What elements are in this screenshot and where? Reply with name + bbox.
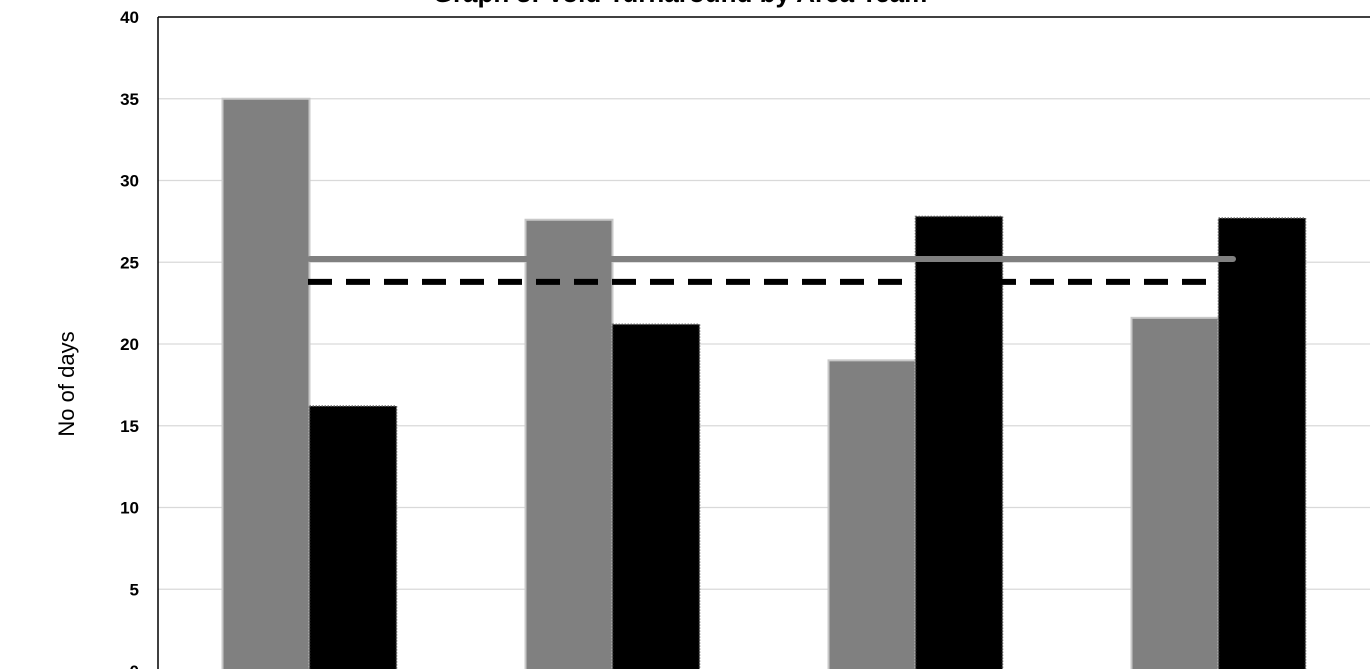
bar-series-2-category-2 — [611, 323, 701, 669]
y-tick-label: 10 — [120, 499, 139, 518]
bar-series-1-category-3 — [827, 359, 917, 669]
bar-series-1-category-1 — [221, 97, 311, 669]
y-tick-label: 30 — [120, 172, 139, 191]
y-tick-label: 15 — [120, 417, 139, 436]
bar-series-2-category-3 — [914, 215, 1004, 669]
reference-lines — [307, 255, 1236, 285]
y-tick-label: 40 — [120, 8, 139, 27]
y-tick-label: 35 — [120, 90, 139, 109]
y-tick-label: 25 — [120, 253, 139, 272]
y-tick-label: 20 — [120, 335, 139, 354]
bar-series-2-category-4 — [1217, 217, 1307, 669]
bar-series-1-category-2 — [524, 218, 614, 669]
bar-series-1-category-4 — [1130, 316, 1220, 669]
chart-title: Graph 3: Void Turnaround by Area Team — [433, 0, 928, 8]
y-axis-title: No of days — [54, 331, 79, 436]
bar-series-2-category-1 — [308, 405, 398, 669]
y-axis-ticks: 0 5 10 15 20 25 30 35 40 — [120, 8, 139, 669]
y-tick-label: 5 — [130, 580, 139, 599]
bars — [221, 97, 1307, 669]
y-tick-label: 0 — [130, 662, 139, 669]
